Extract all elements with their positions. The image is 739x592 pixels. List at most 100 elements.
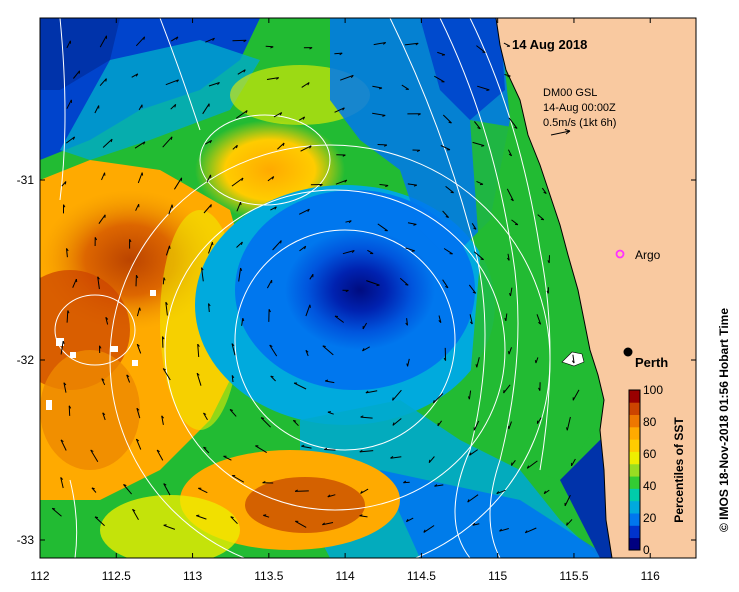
current-vector	[123, 484, 132, 495]
current-vector-head	[309, 145, 312, 149]
current-vector	[66, 40, 71, 49]
current-vector	[132, 509, 139, 520]
current-vector-head	[91, 487, 95, 490]
current-vector-head	[524, 530, 528, 534]
x-axis: 112 112.5 113 113.5 114 114.5 115 115.5 116	[30, 18, 660, 583]
current-vector	[324, 449, 336, 451]
current-vector	[156, 449, 164, 461]
current-vector	[392, 389, 402, 401]
current-vector-head	[327, 411, 331, 413]
current-vector-head	[405, 284, 409, 286]
current-vector-head	[123, 484, 127, 487]
current-vector-head	[274, 206, 277, 210]
current-vector-head	[543, 490, 546, 494]
current-vector-head	[240, 267, 243, 271]
current-vector	[68, 405, 71, 416]
current-vector-head	[441, 54, 445, 56]
colorbar-tick-label: 100	[643, 383, 663, 397]
current-vector-head	[78, 70, 81, 74]
current-vector	[98, 214, 106, 224]
current-vector-head	[243, 39, 247, 43]
current-vector-head	[203, 412, 207, 415]
current-vector-head	[360, 415, 364, 418]
current-vector-head	[165, 301, 168, 305]
current-vector	[340, 74, 354, 81]
current-vector-head	[382, 42, 387, 45]
current-vector-head	[566, 427, 568, 431]
current-vector	[73, 70, 80, 79]
current-vector	[359, 515, 368, 518]
current-vector	[566, 416, 571, 431]
current-vector-head	[327, 494, 331, 498]
colorbar-band	[629, 463, 640, 477]
current-vector-head	[392, 422, 395, 426]
current-vector-head	[509, 293, 511, 297]
current-vector-head	[169, 245, 171, 249]
current-vector-head	[475, 364, 478, 368]
current-vector	[438, 315, 442, 323]
current-vector	[401, 84, 409, 90]
current-vector	[168, 204, 173, 215]
perth-marker	[623, 347, 633, 357]
scale-arrow	[550, 130, 571, 136]
current-vector-head	[344, 179, 348, 183]
current-vector	[537, 214, 545, 221]
current-vector-head	[174, 104, 177, 108]
current-vector	[208, 303, 210, 313]
current-vector-head	[448, 121, 452, 124]
current-vector-head	[486, 89, 490, 91]
current-vector	[203, 412, 208, 421]
plot-frame	[39, 17, 697, 559]
current-vector-head	[496, 491, 500, 494]
current-vector-head	[280, 240, 282, 244]
current-vector	[507, 149, 513, 157]
current-vector-head	[210, 204, 212, 208]
vector-legend: DM00 GSL 14-Aug 00:00Z 0.5m/s (1kt 6h)	[543, 87, 616, 136]
current-vector	[360, 416, 373, 419]
current-vector	[165, 302, 168, 316]
current-vector-head	[538, 387, 541, 391]
current-vector-head	[543, 191, 547, 194]
current-vector-head	[136, 343, 140, 347]
current-vector	[301, 445, 312, 449]
current-vector	[399, 277, 409, 286]
x-tick-label: 115.5	[559, 569, 588, 583]
current-vector-head	[301, 444, 305, 447]
current-vector-head	[136, 407, 140, 411]
current-vector-head	[62, 340, 65, 344]
current-vector-head	[245, 110, 248, 114]
colorbar-band	[629, 476, 640, 489]
current-vector	[301, 82, 310, 88]
current-vector	[231, 343, 236, 356]
current-vector	[163, 483, 171, 496]
current-vector	[571, 458, 576, 467]
colorbar-band	[629, 513, 640, 526]
current-vector	[266, 77, 279, 80]
current-vector	[65, 136, 75, 144]
vector-info-line3: 0.5m/s (1kt 6h)	[543, 117, 616, 129]
current-vector-head	[63, 204, 66, 208]
current-vector	[543, 489, 550, 495]
current-vector-head	[571, 360, 575, 364]
current-vector	[165, 79, 179, 86]
current-vector-head	[209, 140, 213, 144]
credit-text: © IMOS 18-Nov-2018 01:56 Hobart Time	[717, 308, 731, 532]
current-vector	[196, 515, 207, 520]
current-vector	[505, 313, 508, 321]
current-vector	[94, 105, 100, 114]
date-title: 14 Aug 2018	[512, 37, 587, 52]
current-vector-head	[217, 82, 220, 86]
current-vector-head	[322, 522, 326, 526]
current-vector	[267, 176, 275, 182]
current-vector	[201, 267, 204, 282]
argo-label: Argo	[635, 248, 661, 262]
current-vector	[131, 73, 139, 78]
current-vector	[503, 42, 511, 47]
current-vector-head	[538, 321, 542, 325]
colorbar-ticks: 100 80 60 40 20 0	[643, 383, 663, 557]
colorbar-tick-label: 20	[643, 511, 657, 525]
current-vector	[468, 390, 472, 400]
current-vector-head	[208, 303, 211, 307]
current-vector	[334, 107, 345, 113]
current-vector	[136, 307, 141, 317]
